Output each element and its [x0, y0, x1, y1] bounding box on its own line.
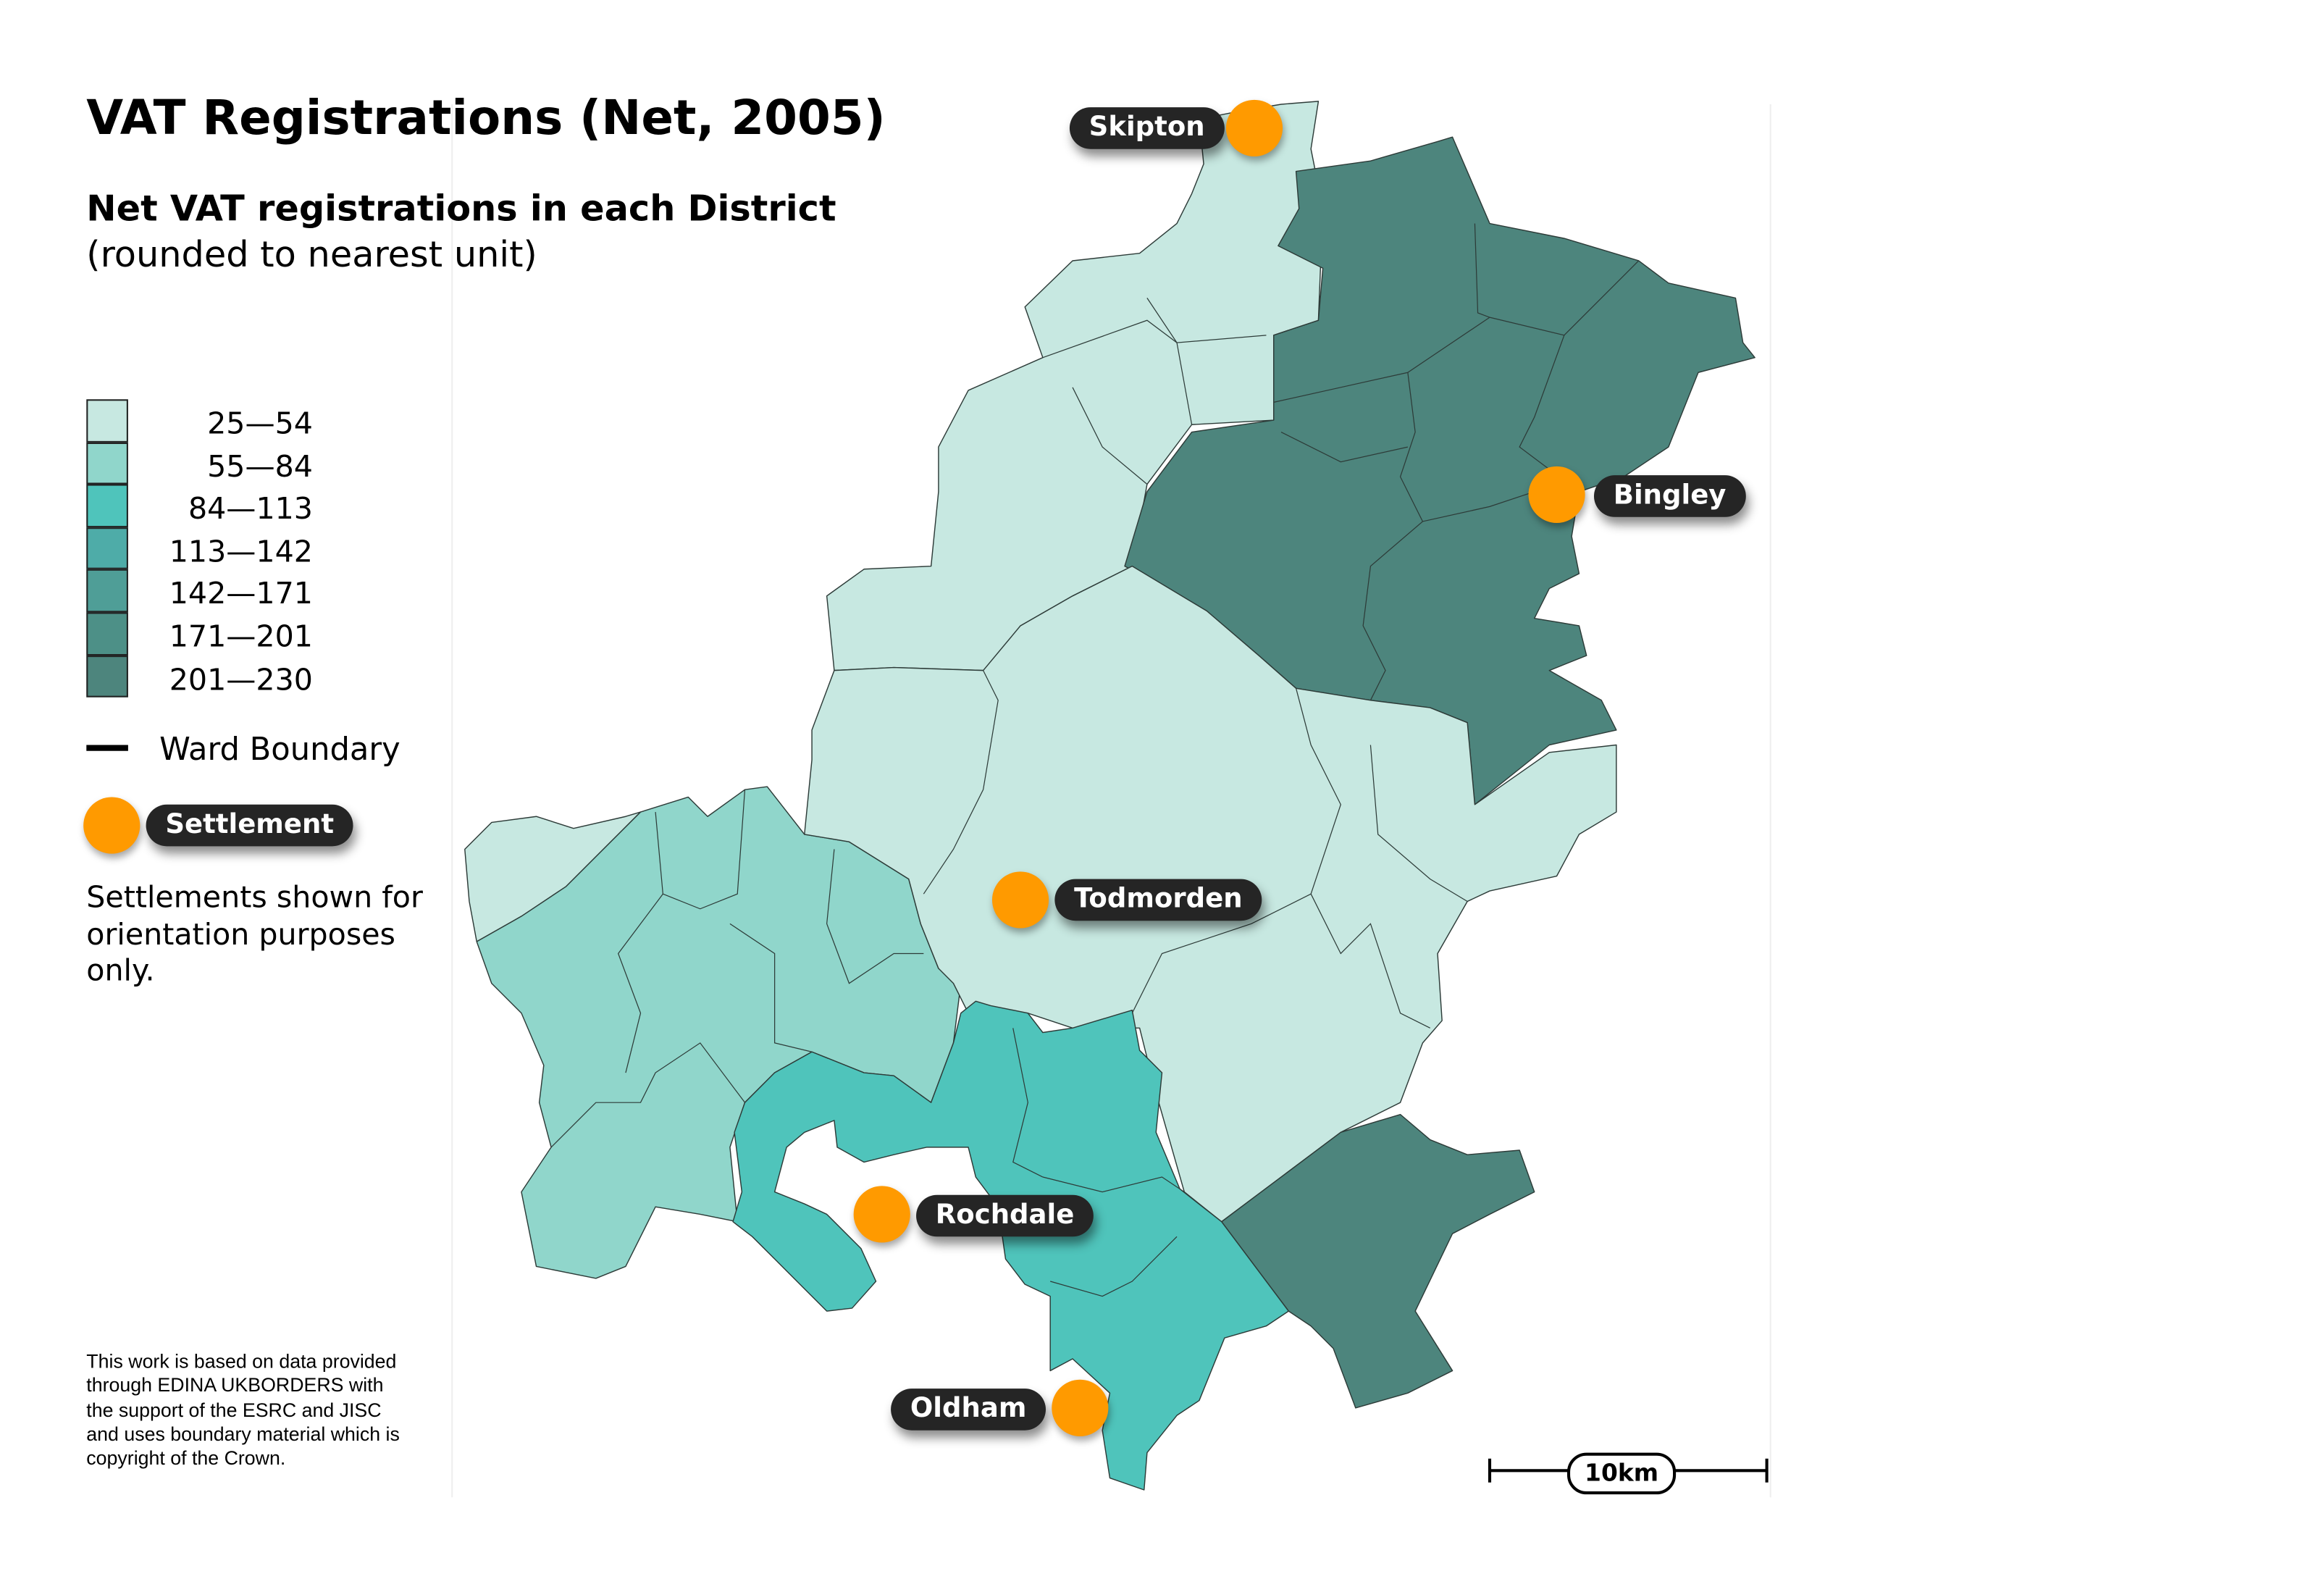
district-southeast	[1221, 1113, 1535, 1409]
map-title: VAT Registrations (Net, 2005)	[86, 89, 886, 146]
settlement-note: Settlements shown for orientation purpos…	[86, 879, 423, 988]
legend-swatch-3	[86, 484, 128, 527]
ward-boundary-symbol	[86, 745, 128, 751]
ward-boundary-label: Ward Boundary	[159, 731, 400, 768]
settlement-symbol-icon	[83, 797, 140, 854]
settlement-marker-todmorden	[991, 871, 1049, 929]
legend-swatch-6	[86, 612, 128, 656]
map-subtitle-note: (rounded to nearest unit)	[86, 233, 537, 276]
legend-label: 142—171	[169, 575, 313, 612]
settlement-label-bingley: Bingley	[1593, 475, 1746, 517]
settlement-label-oldham: Oldham	[891, 1389, 1046, 1431]
legend-label: 113—142	[169, 532, 313, 569]
legend-label: 171—201	[169, 618, 313, 655]
legend-swatch-2	[86, 442, 128, 485]
legend-swatch-1	[86, 399, 128, 443]
ward-boundaries	[550, 223, 1640, 1297]
settlement-marker-rochdale	[853, 1186, 910, 1243]
settlement-legend-label: Settlement	[146, 804, 353, 847]
map-frame-left	[451, 104, 453, 1498]
map-frame-right	[1769, 104, 1771, 1498]
legend-swatch-4	[86, 527, 128, 570]
settlement-marker-skipton	[1225, 99, 1283, 156]
legend-swatch-7	[86, 655, 128, 698]
settlement-label-rochdale: Rochdale	[916, 1194, 1094, 1237]
settlement-marker-bingley	[1528, 466, 1585, 524]
settlement-marker-oldham	[1052, 1379, 1109, 1436]
legend-label: 201—230	[169, 661, 313, 697]
scale-bar-label: 10km	[1566, 1452, 1677, 1495]
map-subtitle: Net VAT registrations in each District	[86, 188, 836, 230]
legend-swatch-5	[86, 569, 128, 613]
settlement-label-skipton: Skipton	[1069, 107, 1225, 149]
legend-label: 55—84	[207, 448, 313, 484]
settlement-label-todmorden: Todmorden	[1054, 879, 1262, 921]
legend-label: 84—113	[188, 490, 313, 527]
legend-label: 25—54	[207, 405, 313, 441]
copyright-footnote: This work is based on data provided thro…	[86, 1349, 400, 1470]
district-northeast	[1124, 136, 1755, 805]
